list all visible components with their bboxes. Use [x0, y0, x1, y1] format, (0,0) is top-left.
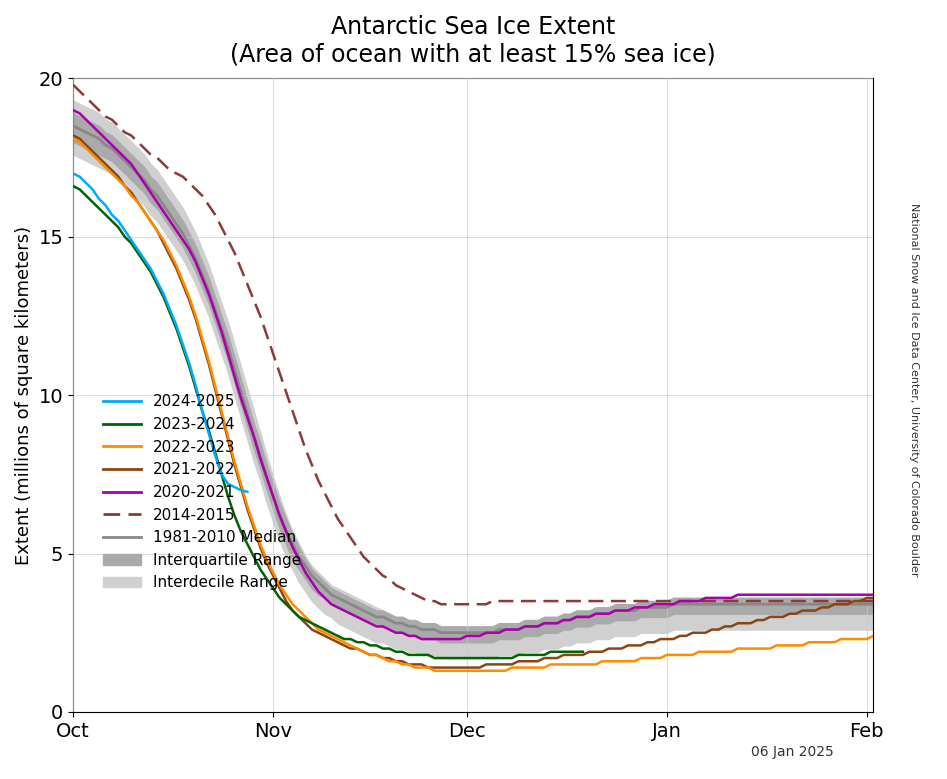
Text: 06 Jan 2025: 06 Jan 2025 [751, 745, 833, 759]
Text: National Snow and Ice Data Center, University of Colorado Boulder: National Snow and Ice Data Center, Unive… [908, 203, 919, 576]
Legend: 2024-2025, 2023-2024, 2022-2023, 2021-2022, 2020-2021, 2014-2015, 1981-2010 Medi: 2024-2025, 2023-2024, 2022-2023, 2021-20… [97, 388, 308, 597]
Y-axis label: Extent (millions of square kilometers): Extent (millions of square kilometers) [15, 226, 33, 565]
Title: Antarctic Sea Ice Extent
(Area of ocean with at least 15% sea ice): Antarctic Sea Ice Extent (Area of ocean … [230, 15, 716, 67]
